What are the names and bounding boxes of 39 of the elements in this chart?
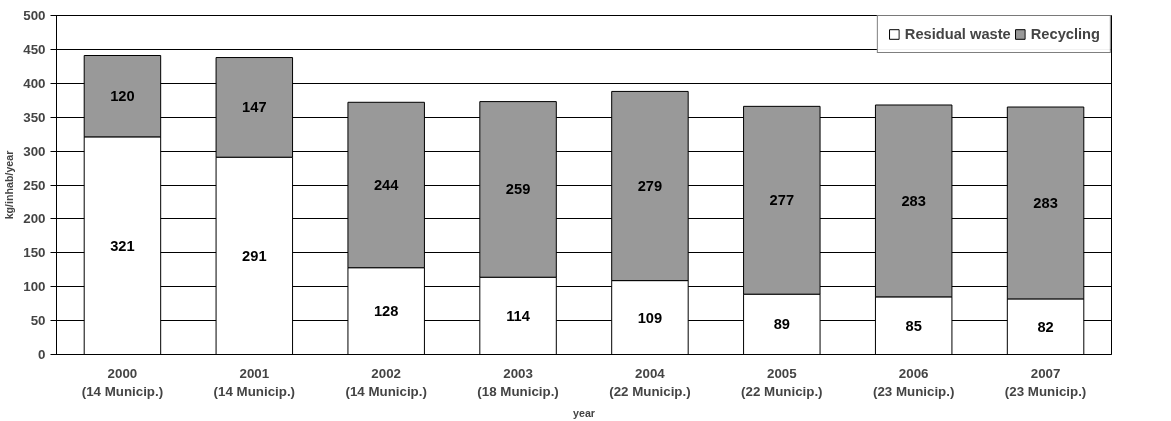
data-label: 147 <box>242 99 267 116</box>
y-tick-label: 0 <box>38 347 46 362</box>
x-tick-label: 2007 (23 Municip.) <box>1004 365 1087 399</box>
data-label: 85 <box>905 317 922 334</box>
legend-label: Residual waste <box>904 26 1011 42</box>
y-tick-label: 300 <box>23 143 46 159</box>
y-tick-label: 400 <box>23 75 46 91</box>
data-label: 109 <box>637 309 663 326</box>
y-tick-label: 500 <box>23 8 46 23</box>
data-label: 283 <box>1033 194 1058 211</box>
data-label: 321 <box>110 237 135 254</box>
y-axis-title: kg/inhab/year <box>3 150 16 220</box>
data-label: 279 <box>637 178 663 195</box>
x-axis-title: year <box>573 406 595 419</box>
data-label: 283 <box>901 192 926 209</box>
data-label: 120 <box>110 88 135 105</box>
x-tick-label: 2005 (22 Municip.) <box>741 365 823 399</box>
x-tick-label: 2002 (14 Municip.) <box>345 365 427 399</box>
x-tick-label: 2000 (14 Municip.) <box>81 365 164 399</box>
y-tick-label: 450 <box>23 41 46 57</box>
legend-label: Recycling <box>1030 26 1100 42</box>
y-tick-label: 150 <box>23 245 46 261</box>
x-tick-label: 2004 (22 Municip.) <box>609 365 691 399</box>
x-tick-label: 2006 (23 Municip.) <box>872 365 955 399</box>
data-label: 291 <box>242 247 267 264</box>
data-label: 259 <box>505 181 531 198</box>
y-tick-label: 100 <box>23 279 46 295</box>
data-label: 82 <box>1037 318 1054 335</box>
y-tick-label: 50 <box>30 313 46 329</box>
y-tick-label: 350 <box>23 109 46 125</box>
data-label: 114 <box>506 307 531 324</box>
x-tick-label: 2001 (14 Municip.) <box>213 365 296 399</box>
y-tick-label: 250 <box>23 177 46 193</box>
y-tick-label: 200 <box>23 211 46 227</box>
data-label: 89 <box>773 316 790 333</box>
data-label: 244 <box>373 177 400 193</box>
x-tick-label: 2003 (18 Municip.) <box>477 365 559 399</box>
data-label: 128 <box>373 303 399 320</box>
data-label: 277 <box>769 192 795 209</box>
